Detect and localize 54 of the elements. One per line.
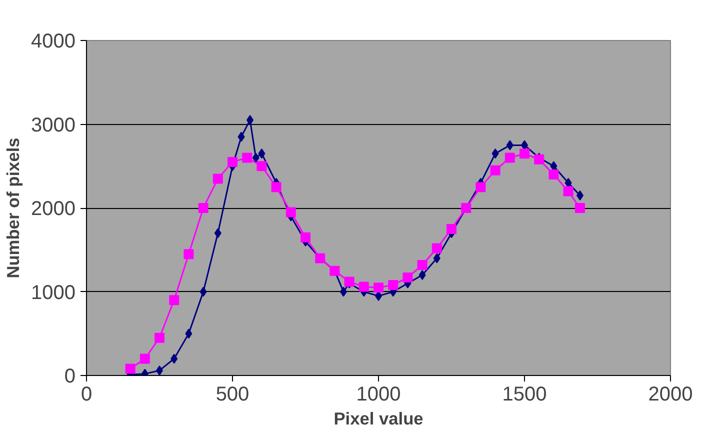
point [520,148,530,159]
point [184,249,194,260]
point [490,165,500,176]
point [358,282,369,292]
y-tick-label: 3000 [31,114,76,136]
point [214,228,222,238]
point [576,190,584,200]
point [198,203,208,213]
y-tick-label: 0 [64,366,76,388]
point [433,253,440,264]
y-tick-label: 4000 [31,30,76,52]
point [564,178,572,188]
point [246,115,254,126]
x-tick-label: 1500 [502,384,547,406]
x-tick-label: 500 [216,384,250,406]
point [504,152,515,163]
point [548,170,559,180]
point [446,224,456,234]
y-tick-label: 2000 [31,198,76,220]
y-tick-label: 1000 [31,282,76,304]
point [154,332,164,343]
point [563,186,574,196]
point [432,243,442,254]
point [417,260,428,270]
point [286,207,296,218]
point [258,148,266,159]
point [185,328,192,339]
point [252,152,260,163]
point [212,174,223,184]
point [169,295,180,306]
x-tick-label: 1000 [356,384,401,406]
point [228,156,238,167]
point [388,280,398,290]
point [418,270,426,280]
point [271,182,282,192]
y-axis-title: Number of pixels [3,138,24,278]
point [170,354,178,364]
point [492,148,499,159]
point [506,140,514,150]
point [256,161,267,172]
point [140,354,150,364]
point [242,152,252,163]
point [374,282,384,293]
point [200,286,207,297]
point [574,203,585,213]
point [238,132,245,142]
point [402,272,413,283]
point [476,182,486,192]
x-axis-title: Pixel value [334,408,424,428]
point [340,286,347,297]
x-tick-label: 2000 [648,384,693,406]
point [125,364,136,374]
x-tick-label: 0 [80,384,92,406]
point [300,232,310,242]
